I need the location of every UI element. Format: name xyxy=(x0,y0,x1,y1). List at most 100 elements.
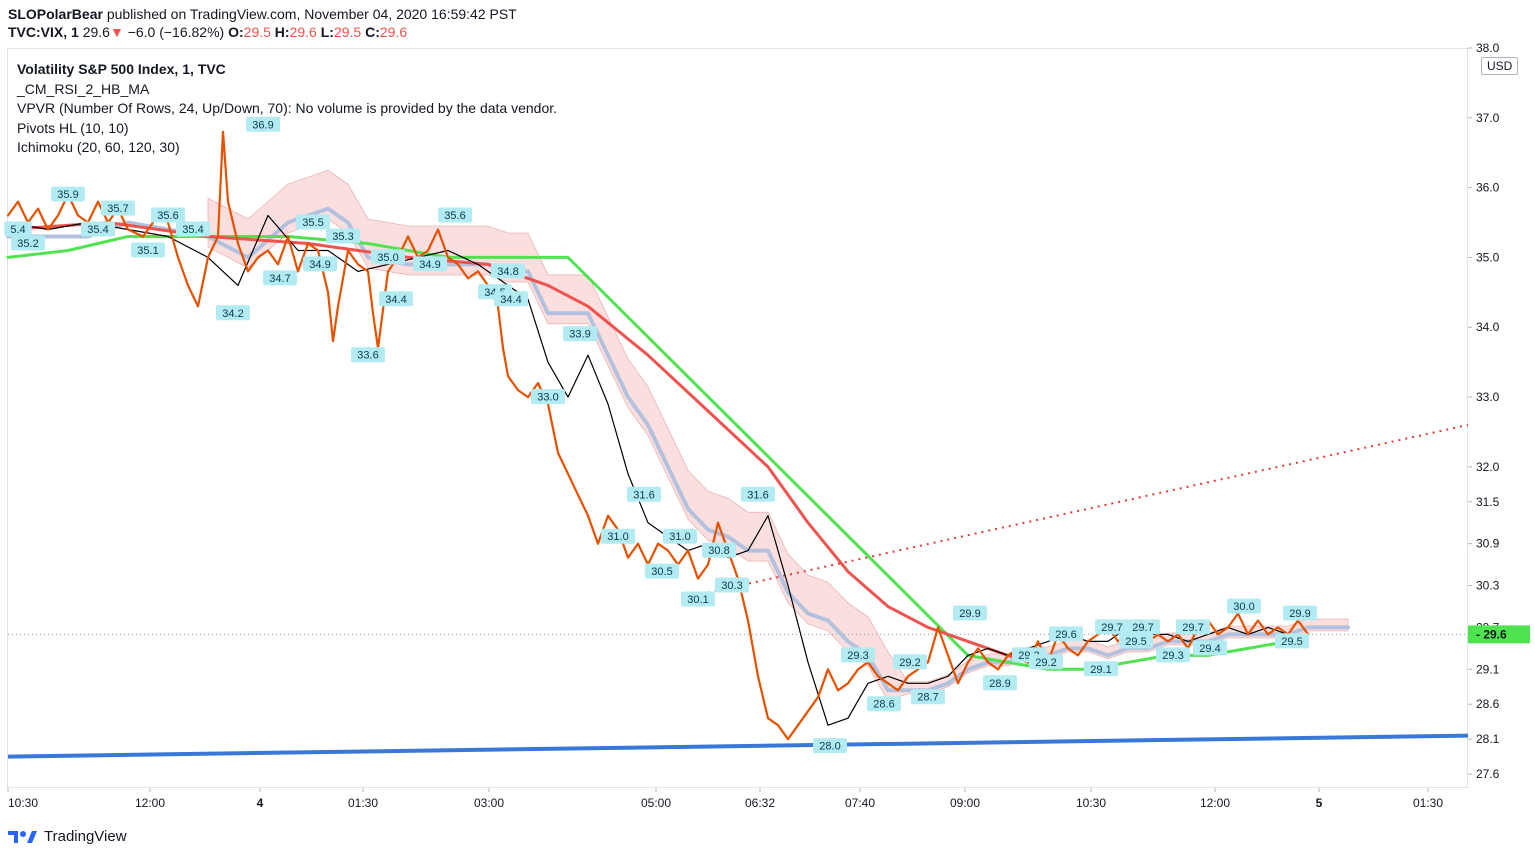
down-arrow-icon: ▼ xyxy=(109,24,124,40)
pivot-label-box xyxy=(1084,661,1118,677)
y-axis-label: 38.0 xyxy=(1476,41,1500,55)
pivot-label-box xyxy=(413,256,447,272)
legend-ichimoku-indicator[interactable]: Ichimoku (20, 60, 120, 30) xyxy=(17,139,180,155)
x-axis-label: 12:00 xyxy=(1200,796,1230,810)
pivot-label: 35.3 xyxy=(332,231,353,243)
pivot-label: 29.2 xyxy=(899,657,920,669)
legend-rsi-indicator[interactable]: _CM_RSI_2_HB_MA xyxy=(17,80,150,97)
pivot-label-box xyxy=(176,221,210,237)
symbol-name[interactable]: TVC:VIX, 1 xyxy=(8,24,79,40)
pivot-label: 35.6 xyxy=(444,210,465,222)
pivot-label: 35.7 xyxy=(107,203,128,215)
pivot-label: 29.2 xyxy=(1035,657,1056,669)
pivot-label-box xyxy=(51,186,85,202)
pivot-label-box xyxy=(893,654,927,670)
pivot-label-box xyxy=(1119,633,1153,649)
pivot-label-box xyxy=(326,228,360,244)
x-axis-label: 09:00 xyxy=(950,796,980,810)
legend-vpvr-indicator[interactable]: VPVR (Number Of Rows, 24, Up/Down, 70): … xyxy=(17,100,558,116)
pivot-label-box xyxy=(1283,605,1317,621)
pivot-label-box xyxy=(1156,647,1190,663)
pivot-label-box xyxy=(841,647,875,663)
pivot-label: 33.0 xyxy=(537,392,558,404)
currency-button[interactable]: USD xyxy=(1481,57,1519,75)
pivot-label-box xyxy=(1049,626,1083,642)
pivot-label-box xyxy=(813,738,847,754)
open-value: 29.5 xyxy=(243,24,271,40)
pivot-label-box xyxy=(81,221,115,237)
high-label: H: xyxy=(274,24,290,40)
pivot-label: 35.1 xyxy=(137,245,158,257)
last-price: 29.6 xyxy=(82,24,110,40)
pivot-label-box xyxy=(627,486,661,502)
x-axis-label: 5 xyxy=(1316,796,1323,810)
pivot-label: 35.9 xyxy=(57,189,78,201)
pivot-label: 31.0 xyxy=(669,531,690,543)
pivot-label: 28.6 xyxy=(873,699,894,711)
pivot-label-box xyxy=(246,116,280,132)
open-label: O: xyxy=(228,24,244,40)
pivot-label: 35.4 xyxy=(182,224,203,236)
pivot-label: 28.9 xyxy=(989,678,1010,690)
x-axis-label: 01:30 xyxy=(1413,796,1443,810)
pivot-label-box xyxy=(563,326,597,342)
tradingview-logo-icon xyxy=(8,830,37,843)
pivot-label-box xyxy=(741,486,775,502)
y-axis-label: 33.0 xyxy=(1476,390,1500,404)
pivot-label: 34.2 xyxy=(222,308,243,320)
pivot-label-box xyxy=(216,305,250,321)
pivot-label-box xyxy=(601,528,635,544)
last-price-tag xyxy=(1468,625,1530,644)
pivot-label-box xyxy=(953,605,987,621)
pivot-label: 30.8 xyxy=(708,545,729,557)
y-axis-label: 29.1 xyxy=(1476,662,1500,676)
x-axis-label: 10:30 xyxy=(1076,796,1106,810)
pivot-label: 30.0 xyxy=(1233,601,1254,613)
pivot-label: 35.2 xyxy=(17,238,38,250)
y-axis-label: 36.0 xyxy=(1476,181,1500,195)
pivot-label-box xyxy=(1275,633,1309,649)
vix-price-line xyxy=(6,130,1310,741)
pivot-label-box xyxy=(702,542,736,558)
x-axis-label: 06:32 xyxy=(745,796,775,810)
symbol-info: TVC:VIX, 1 29.6▼ −6.0 (−16.82%) O:29.5 H… xyxy=(8,24,407,40)
pivot-label: 29.4 xyxy=(1199,643,1220,655)
pivot-label: 34.7 xyxy=(269,273,290,285)
x-axis-label: 4 xyxy=(257,796,264,810)
x-axis-label: 10:30 xyxy=(8,796,38,810)
slow-average-line xyxy=(6,221,1030,664)
pivot-label: 36.9 xyxy=(252,119,273,131)
author-name[interactable]: SLOPolarBear xyxy=(8,6,103,22)
tradingview-branding[interactable]: TradingView xyxy=(8,828,127,845)
y-axis-label: 30.3 xyxy=(1476,579,1500,593)
pivot-label: 29.3 xyxy=(847,650,868,662)
close-value: 29.6 xyxy=(379,24,408,40)
pivot-label-box xyxy=(1126,619,1160,635)
pivot-label: 30.5 xyxy=(651,566,672,578)
pivot-label: 30.1 xyxy=(687,594,708,606)
y-axis-label: 35.0 xyxy=(1476,250,1500,264)
pivot-label: 29.9 xyxy=(1289,608,1310,620)
legend-pivots-indicator[interactable]: Pivots HL (10, 10) xyxy=(17,119,129,136)
tradingview-wordmark: TradingView xyxy=(44,828,127,845)
pivot-label-box xyxy=(131,242,165,258)
low-label: L: xyxy=(320,24,334,40)
x-axis-label: 07:40 xyxy=(845,796,875,810)
low-value: 29.5 xyxy=(333,24,362,40)
legend-main-series[interactable]: Volatility S&P 500 Index, 1, TVC xyxy=(17,61,226,77)
pivot-label: 35.4 xyxy=(87,224,108,236)
pivot-label: 34.9 xyxy=(309,259,330,271)
pivot-label: 5.4 xyxy=(10,224,25,236)
pivot-label: 28.7 xyxy=(917,692,938,704)
pivot-label: 33.9 xyxy=(569,329,590,341)
pivot-label-box xyxy=(663,528,697,544)
pivot-label: 34.4 xyxy=(500,294,521,306)
pivot-label: 33.6 xyxy=(357,350,378,362)
ichimoku-cloud xyxy=(207,169,1349,702)
publish-info: SLOPolarBear published on TradingView.co… xyxy=(8,6,517,22)
pivot-label: 35.0 xyxy=(377,252,398,264)
pivot-label-box xyxy=(101,200,135,216)
pivot-label-box xyxy=(983,675,1017,691)
pivot-label-box xyxy=(371,249,405,265)
